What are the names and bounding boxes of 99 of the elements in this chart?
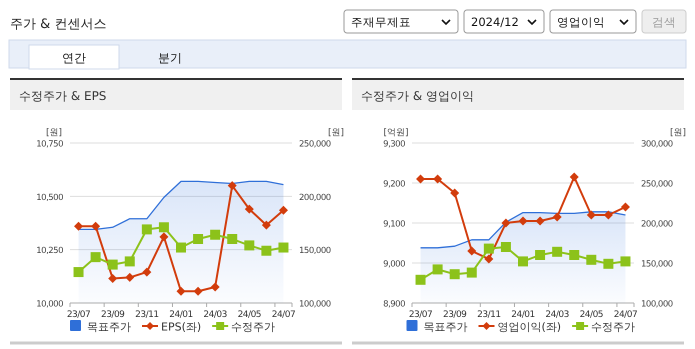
point — [501, 218, 510, 228]
point — [535, 250, 546, 260]
point — [569, 250, 580, 260]
x-tick-label: 24/03 — [203, 310, 227, 320]
x-tick-label: 24/01 — [169, 310, 193, 320]
legend-label: 수정주가 — [231, 320, 276, 334]
y2-tick-label: 250,000 — [641, 180, 673, 190]
x-tick-label: 24/05 — [580, 310, 604, 320]
y-tick-label: 10,500 — [36, 192, 64, 203]
y-tick-label: 10,000 — [36, 300, 64, 310]
point — [570, 172, 579, 182]
point — [536, 216, 545, 226]
point — [603, 258, 614, 269]
point — [518, 256, 528, 266]
point — [193, 234, 204, 244]
point — [552, 212, 562, 222]
point — [432, 264, 443, 274]
point — [484, 254, 494, 264]
point — [262, 220, 271, 230]
x-tick-label: 23/09 — [100, 310, 126, 320]
page-controls: 주가 & 컨센서스 주재무제표 2024/12 영업이익 검색 연간 분기 — [8, 10, 686, 70]
legend-label: 영업이익(좌) — [498, 320, 562, 334]
point — [159, 232, 168, 242]
legend-label: 목표주가 — [87, 320, 131, 334]
point — [586, 210, 596, 220]
point — [210, 230, 220, 240]
point — [91, 222, 100, 231]
y2-tick-label: 100,000 — [299, 300, 331, 310]
point — [210, 282, 220, 292]
point — [74, 222, 84, 231]
point — [620, 202, 630, 212]
point — [176, 286, 186, 296]
x-tick-label: 23/09 — [442, 310, 468, 320]
x-tick-label: 23/07 — [66, 310, 90, 320]
point — [500, 242, 511, 252]
y-tick-label: 9,000 — [383, 260, 406, 270]
y2-tick-label: 100,000 — [641, 300, 673, 310]
y-tick-label: 9,100 — [383, 220, 406, 230]
y2-tick-label: 150,000 — [641, 260, 673, 270]
point — [90, 252, 101, 262]
y-tick-label: 9,300 — [383, 140, 406, 150]
point — [142, 224, 152, 234]
y2-tick-label: 150,000 — [299, 246, 331, 256]
point — [228, 181, 237, 190]
point — [467, 246, 476, 256]
point — [620, 256, 630, 266]
x-tick-label: 24/05 — [238, 310, 262, 320]
y2-tick-label: 300,000 — [641, 140, 673, 150]
chart-title: 수정주가 & 영업이익 — [361, 89, 474, 103]
point — [244, 204, 254, 214]
point — [466, 268, 477, 278]
point — [278, 206, 288, 215]
x-tick-label: 24/03 — [545, 310, 569, 320]
point — [450, 269, 460, 280]
y-tick-label: 8,900 — [383, 300, 406, 310]
y2-tick-label: 250,000 — [299, 140, 331, 150]
point — [244, 240, 254, 250]
x-tick-label: 23/11 — [477, 310, 501, 320]
point — [125, 272, 134, 282]
point — [261, 246, 272, 256]
point — [158, 222, 169, 232]
point — [108, 260, 118, 270]
x-tick-label: 23/07 — [408, 310, 432, 320]
legend-label: 수정주가 — [591, 320, 636, 334]
chart-title: 수정주가 & EPS — [19, 89, 106, 103]
y-axis-title: [억원] — [383, 128, 409, 138]
point — [108, 274, 118, 283]
point — [433, 174, 442, 184]
point — [484, 244, 494, 254]
y2-axis-title: [원] — [670, 128, 686, 138]
y2-tick-label: 200,000 — [641, 220, 673, 230]
point — [450, 188, 460, 198]
y-axis-title: [원] — [46, 128, 62, 138]
point — [586, 254, 596, 265]
x-tick-label: 24/01 — [511, 310, 535, 320]
x-tick-label: 24/07 — [272, 310, 296, 320]
x-tick-label: 24/07 — [614, 310, 638, 320]
legend-label: EPS(좌) — [161, 320, 202, 334]
point — [124, 256, 135, 266]
point — [194, 286, 203, 296]
y-tick-label: 10,250 — [36, 246, 64, 256]
select: 2024/12 — [464, 10, 544, 34]
point — [552, 246, 562, 257]
point — [74, 267, 84, 278]
y-tick-label: 9,200 — [383, 180, 406, 190]
y2-tick-label: 200,000 — [299, 192, 331, 203]
point — [518, 216, 528, 226]
x-tick-label: 23/11 — [135, 310, 159, 320]
y2-axis-title: [원] — [328, 128, 344, 138]
y-tick-label: 10,750 — [36, 140, 64, 150]
point — [278, 242, 288, 253]
point — [604, 210, 613, 220]
point — [416, 274, 426, 285]
point — [176, 242, 186, 253]
point — [227, 234, 238, 244]
select: 영업이익 — [550, 10, 636, 34]
select: 주재무제표 — [344, 10, 458, 34]
point — [142, 268, 152, 277]
legend-label: 목표주가 — [424, 320, 468, 334]
